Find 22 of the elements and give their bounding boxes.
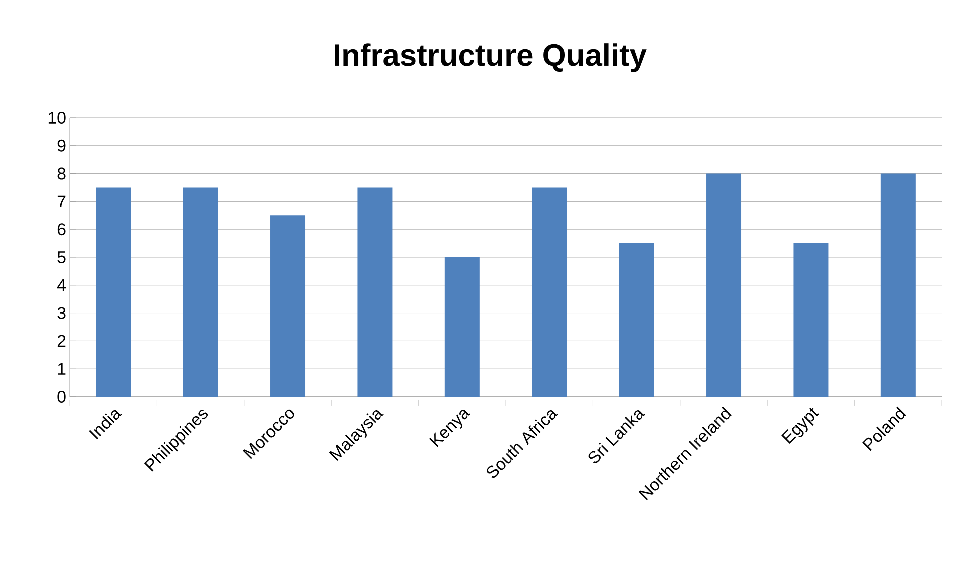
bar — [706, 174, 742, 397]
bar — [880, 174, 916, 397]
y-tick-label: 7 — [58, 196, 66, 208]
bar — [183, 188, 218, 397]
bar — [96, 188, 132, 397]
y-tick-label: 8 — [58, 168, 66, 180]
y-tick-label: 9 — [58, 140, 66, 152]
y-tick-label: 1 — [58, 363, 66, 375]
y-tick-label: 0 — [58, 390, 66, 403]
bar — [444, 257, 480, 397]
bar — [358, 188, 393, 397]
bar — [794, 244, 829, 397]
bar — [619, 244, 654, 397]
y-tick-label: 5 — [58, 252, 66, 264]
y-tick-label: 3 — [58, 307, 66, 320]
y-tick-label: 10 — [48, 112, 66, 124]
chart-title: Infrastructure Quality — [335, 44, 647, 72]
bar — [270, 216, 306, 397]
bar — [532, 188, 568, 397]
y-tick-label: 4 — [57, 280, 66, 292]
y-tick-label: 2 — [58, 335, 66, 348]
y-tick-label: 6 — [58, 224, 66, 236]
